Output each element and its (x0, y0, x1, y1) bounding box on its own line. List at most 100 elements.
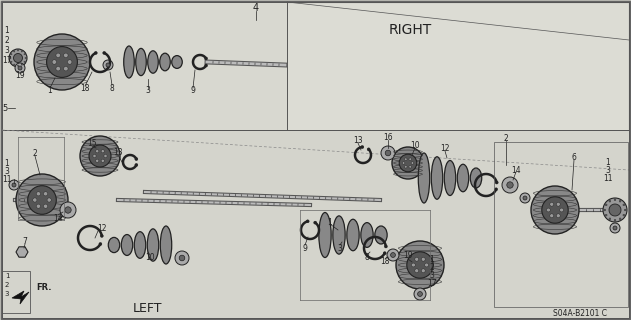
Text: 2: 2 (5, 282, 9, 288)
Text: 1: 1 (4, 26, 9, 35)
Circle shape (392, 147, 424, 179)
Circle shape (523, 196, 527, 200)
Ellipse shape (470, 168, 481, 188)
Text: 3: 3 (606, 165, 610, 174)
Text: 11: 11 (3, 174, 12, 183)
Ellipse shape (418, 153, 430, 203)
Text: 14: 14 (511, 165, 521, 174)
Text: 2: 2 (4, 36, 9, 44)
Circle shape (68, 60, 72, 64)
Circle shape (557, 202, 560, 206)
Circle shape (542, 197, 568, 223)
Text: S04A-B2101 C: S04A-B2101 C (553, 308, 607, 317)
Circle shape (404, 165, 407, 168)
Circle shape (106, 63, 110, 67)
Text: 6: 6 (572, 153, 577, 162)
Text: 1: 1 (47, 85, 52, 94)
Circle shape (47, 47, 78, 77)
Text: 2: 2 (430, 263, 434, 273)
Circle shape (422, 257, 425, 261)
Circle shape (407, 252, 433, 278)
Circle shape (609, 218, 611, 220)
Text: 10: 10 (145, 253, 155, 262)
Bar (2, 130, 629, 318)
Circle shape (28, 186, 56, 214)
Text: 14: 14 (53, 213, 63, 222)
Circle shape (80, 136, 120, 176)
Circle shape (604, 209, 606, 211)
Polygon shape (12, 291, 29, 304)
Circle shape (101, 150, 104, 153)
Ellipse shape (148, 51, 158, 73)
Ellipse shape (109, 237, 120, 252)
Circle shape (619, 200, 621, 202)
Text: 12: 12 (440, 143, 450, 153)
Ellipse shape (444, 161, 456, 196)
Bar (494, 142, 628, 307)
Text: 1: 1 (327, 218, 333, 227)
Circle shape (56, 53, 61, 58)
Circle shape (560, 208, 563, 212)
Circle shape (104, 155, 107, 158)
Circle shape (409, 158, 411, 160)
Ellipse shape (457, 164, 469, 192)
Circle shape (614, 219, 616, 221)
Circle shape (89, 145, 111, 167)
Text: 2: 2 (504, 133, 509, 142)
Circle shape (17, 50, 19, 51)
Text: 17: 17 (2, 55, 12, 65)
Text: 12: 12 (97, 223, 107, 233)
Circle shape (60, 202, 76, 218)
Circle shape (623, 204, 625, 206)
Circle shape (179, 255, 185, 261)
Text: 3: 3 (338, 244, 343, 252)
Bar (2, 271, 30, 313)
Circle shape (415, 269, 418, 273)
Text: 16: 16 (383, 132, 393, 141)
Circle shape (609, 204, 621, 216)
Circle shape (409, 165, 411, 168)
Circle shape (100, 235, 103, 237)
Circle shape (383, 252, 386, 255)
Circle shape (609, 200, 611, 202)
Circle shape (605, 204, 607, 206)
Circle shape (103, 60, 113, 70)
Circle shape (103, 52, 106, 54)
Ellipse shape (160, 226, 172, 264)
Circle shape (411, 263, 415, 267)
Circle shape (93, 155, 96, 158)
Circle shape (550, 202, 553, 206)
Circle shape (495, 188, 498, 191)
Text: 10: 10 (410, 140, 420, 149)
Ellipse shape (319, 212, 331, 258)
Circle shape (21, 51, 23, 52)
Circle shape (623, 214, 625, 216)
Circle shape (422, 269, 425, 273)
Circle shape (18, 66, 22, 70)
Circle shape (96, 159, 99, 162)
Circle shape (396, 241, 444, 289)
Circle shape (47, 198, 51, 202)
Circle shape (99, 243, 102, 245)
Circle shape (546, 208, 550, 212)
Circle shape (13, 64, 15, 65)
Circle shape (9, 49, 27, 67)
Ellipse shape (124, 46, 134, 78)
Text: 3: 3 (4, 166, 9, 175)
Circle shape (24, 61, 25, 62)
Text: 11: 11 (603, 173, 613, 182)
Polygon shape (16, 247, 28, 257)
Circle shape (404, 158, 407, 160)
Circle shape (94, 52, 97, 54)
Circle shape (531, 186, 579, 234)
Text: RIGHT: RIGHT (388, 23, 432, 37)
Text: 7: 7 (23, 236, 27, 245)
Circle shape (414, 288, 426, 300)
Circle shape (314, 221, 317, 224)
Text: 1: 1 (4, 158, 9, 167)
Circle shape (37, 192, 40, 196)
Circle shape (64, 53, 68, 58)
Circle shape (21, 64, 23, 65)
Circle shape (204, 64, 208, 67)
Ellipse shape (136, 48, 146, 76)
